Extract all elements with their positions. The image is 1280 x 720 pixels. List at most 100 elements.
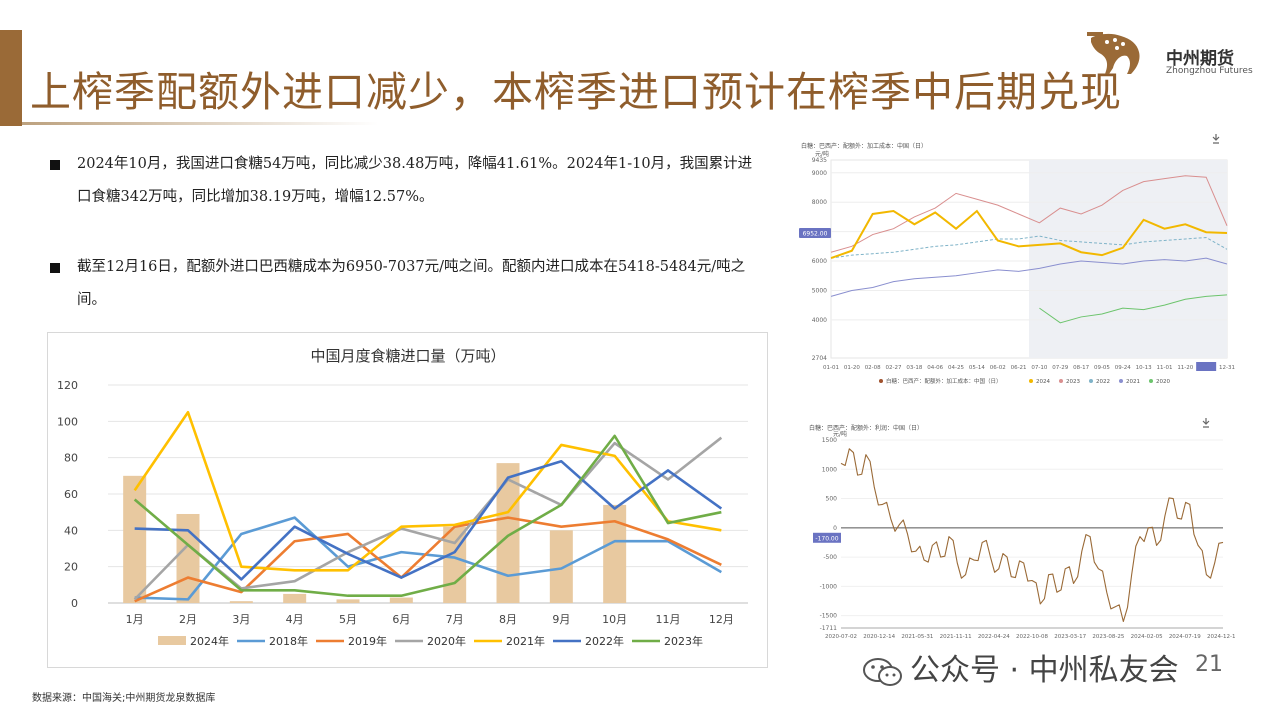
title-underline bbox=[22, 122, 378, 125]
x-tick-label: 2月 bbox=[179, 613, 197, 626]
series-line-2023年 bbox=[133, 434, 722, 598]
y-tick-label: 20 bbox=[64, 561, 78, 574]
x-tick-label: 10月 bbox=[602, 613, 627, 626]
y-tick-label: 80 bbox=[64, 452, 78, 465]
bar-2024 bbox=[603, 504, 627, 603]
legend-label: 2018年 bbox=[269, 634, 308, 648]
x-tick-label: 2023-03-17 bbox=[1054, 634, 1086, 640]
current-value-badge bbox=[799, 228, 831, 239]
x-tick-label: 09-24 bbox=[1115, 365, 1131, 371]
x-tick-label: 07-29 bbox=[1052, 365, 1068, 371]
series-line-2021年 bbox=[133, 410, 722, 572]
import-profit-chart: 白糖：巴西产：配额外：利润：中国（日） 元/吨 -1500 -1000 -500 0 500… bbox=[795, 410, 1239, 652]
y-tick-label: 9435 bbox=[812, 157, 827, 164]
download-icon-path bbox=[1202, 418, 1210, 428]
import-cost-chart: 白糖：巴西产：配额外：加工成本：中国（日）元/吨4000500060007000… bbox=[795, 130, 1235, 390]
current-value-label: 6952.00 bbox=[803, 231, 828, 238]
bullet-import-volume: 2024年10月，我国进口食糖54万吨，同比减少38.48万吨，降幅41.61%… bbox=[50, 148, 760, 214]
bullet-text: 2024年10月，我国进口食糖54万吨，同比减少38.48万吨，降幅41.61%… bbox=[77, 156, 753, 205]
x-tick-label: 03-18 bbox=[906, 365, 922, 371]
monthly-import-chart-svg: 中国月度食糖进口量（万吨） 0 20 40 60 80 100 120 1月 2月 3月 4月 5月 6月… bbox=[57, 347, 748, 648]
legend-label: 2024年 bbox=[190, 634, 229, 648]
legend-swatch bbox=[879, 379, 883, 383]
y-tick-label: 5000 bbox=[812, 287, 827, 294]
x-tick-label: 3月 bbox=[232, 613, 250, 626]
x-tick-label: 8月 bbox=[499, 613, 517, 626]
y-tick-label: -1711 bbox=[820, 625, 838, 632]
current-value-badge bbox=[813, 532, 841, 543]
x-tick-label: 2020-12-14 bbox=[863, 634, 895, 640]
x-tick-label: 12-31 bbox=[1219, 365, 1235, 371]
y-tick-label: -1500 bbox=[820, 613, 838, 620]
y-tick-label: 100 bbox=[57, 415, 78, 428]
bullet-import-cost: 截至12月16日，配额外进口巴西糖成本为6950-7037元/吨之间。配额内进口… bbox=[50, 251, 760, 317]
x-tick-label: 2020-07-02 bbox=[825, 634, 857, 640]
series-line-2024 bbox=[830, 209, 1228, 260]
y-tick-label: 40 bbox=[64, 524, 78, 537]
legend-swatch bbox=[1089, 379, 1093, 383]
legend-swatch bbox=[158, 636, 186, 645]
bar-2024 bbox=[123, 475, 147, 603]
x-tick-label: 04-25 bbox=[948, 365, 964, 371]
y-tick-label: 2704 bbox=[812, 355, 827, 362]
x-tick-label: 2024-07-19 bbox=[1169, 634, 1201, 640]
legend-label: 2024 bbox=[1036, 379, 1050, 385]
page-title: 上榨季配额外进口减少，本榨季进口预计在榨季中后期兑现 bbox=[30, 68, 1122, 116]
chart-title: 中国月度食糖进口量（万吨） bbox=[310, 347, 505, 365]
legend-label: 2022 bbox=[1096, 379, 1110, 385]
x-tick-label: 07-10 bbox=[1031, 365, 1047, 371]
legend-swatch bbox=[1149, 379, 1153, 383]
series-line-2023 bbox=[830, 175, 1228, 253]
y-tick-label: 8000 bbox=[812, 199, 827, 206]
x-tick-label: 4月 bbox=[286, 613, 304, 626]
x-tick-label: 9月 bbox=[552, 613, 570, 626]
x-tick-label: 06-21 bbox=[1011, 365, 1027, 371]
profit-line bbox=[840, 448, 1224, 623]
y-axis-label: 元/吨 bbox=[815, 150, 829, 158]
download-icon bbox=[1202, 418, 1210, 428]
current-value-label: -170.00 bbox=[815, 535, 838, 542]
legend-label: 2021年 bbox=[506, 634, 545, 648]
x-tick-label: 01-20 bbox=[844, 365, 860, 371]
y-tick-label: 4000 bbox=[812, 317, 827, 324]
series-line-2022 bbox=[830, 235, 1228, 259]
wechat-icon bbox=[863, 657, 902, 686]
x-tick-label: 2022-04-24 bbox=[978, 634, 1010, 640]
x-tick-label: 11月 bbox=[656, 613, 681, 626]
bar-2024 bbox=[283, 593, 307, 603]
y-tick-label: -500 bbox=[823, 554, 837, 561]
legend-label: 2019年 bbox=[348, 634, 387, 648]
x-tick-label: 02-27 bbox=[886, 365, 902, 371]
monthly-import-chart: 中国月度食糖进口量（万吨） 0 20 40 60 80 100 120 1月 2月 3月 4月 5月 6月… bbox=[47, 332, 768, 668]
x-tick-label: 02-08 bbox=[865, 365, 881, 371]
x-tick-label: 5月 bbox=[339, 613, 357, 626]
legend-swatch bbox=[1029, 379, 1033, 383]
bar-2024 bbox=[549, 530, 573, 603]
data-source: 数据来源：中国海关;中州期货龙泉数据库 bbox=[32, 693, 216, 704]
x-tick-label: 2024-12-13 bbox=[1207, 634, 1235, 640]
chart-title: 白糖：巴西产：配额外：加工成本：中国（日） bbox=[801, 142, 927, 150]
import-cost-chart-svg: 白糖：巴西产：配额外：加工成本：中国（日）元/吨4000500060007000… bbox=[799, 134, 1235, 385]
y-tick-label: 1500 bbox=[822, 437, 837, 444]
bar-2024 bbox=[443, 526, 467, 603]
legend-label: 2023年 bbox=[664, 634, 703, 648]
series-line-2022年 bbox=[134, 460, 723, 581]
x-tick-label: 06-02 bbox=[990, 365, 1006, 371]
x-tick-label: 2022-10-08 bbox=[1016, 634, 1048, 640]
leopard-logo-icon bbox=[1087, 32, 1140, 74]
logo-name-cn: 中州期货 bbox=[1166, 49, 1234, 69]
legend-label: 2020 bbox=[1156, 379, 1170, 385]
bar-2024 bbox=[336, 599, 360, 603]
bullet-square-icon bbox=[50, 160, 60, 170]
x-tick-label: 2021-05-31 bbox=[901, 634, 933, 640]
series-line-2021 bbox=[830, 257, 1228, 297]
x-tick-label: 08-17 bbox=[1073, 365, 1089, 371]
y-axis-label: 元/吨 bbox=[833, 430, 847, 438]
x-tick-label: 2021-11-11 bbox=[940, 634, 972, 640]
x-tick-label: 2024-02-05 bbox=[1131, 634, 1163, 640]
bar-2024 bbox=[229, 601, 253, 603]
bar-2024 bbox=[496, 463, 520, 603]
y-tick-label: -1000 bbox=[820, 583, 838, 590]
y-tick-label: 0 bbox=[833, 525, 837, 532]
bullet-text: 截至12月16日，配额外进口巴西糖成本为6950-7037元/吨之间。配额内进口… bbox=[77, 259, 746, 308]
